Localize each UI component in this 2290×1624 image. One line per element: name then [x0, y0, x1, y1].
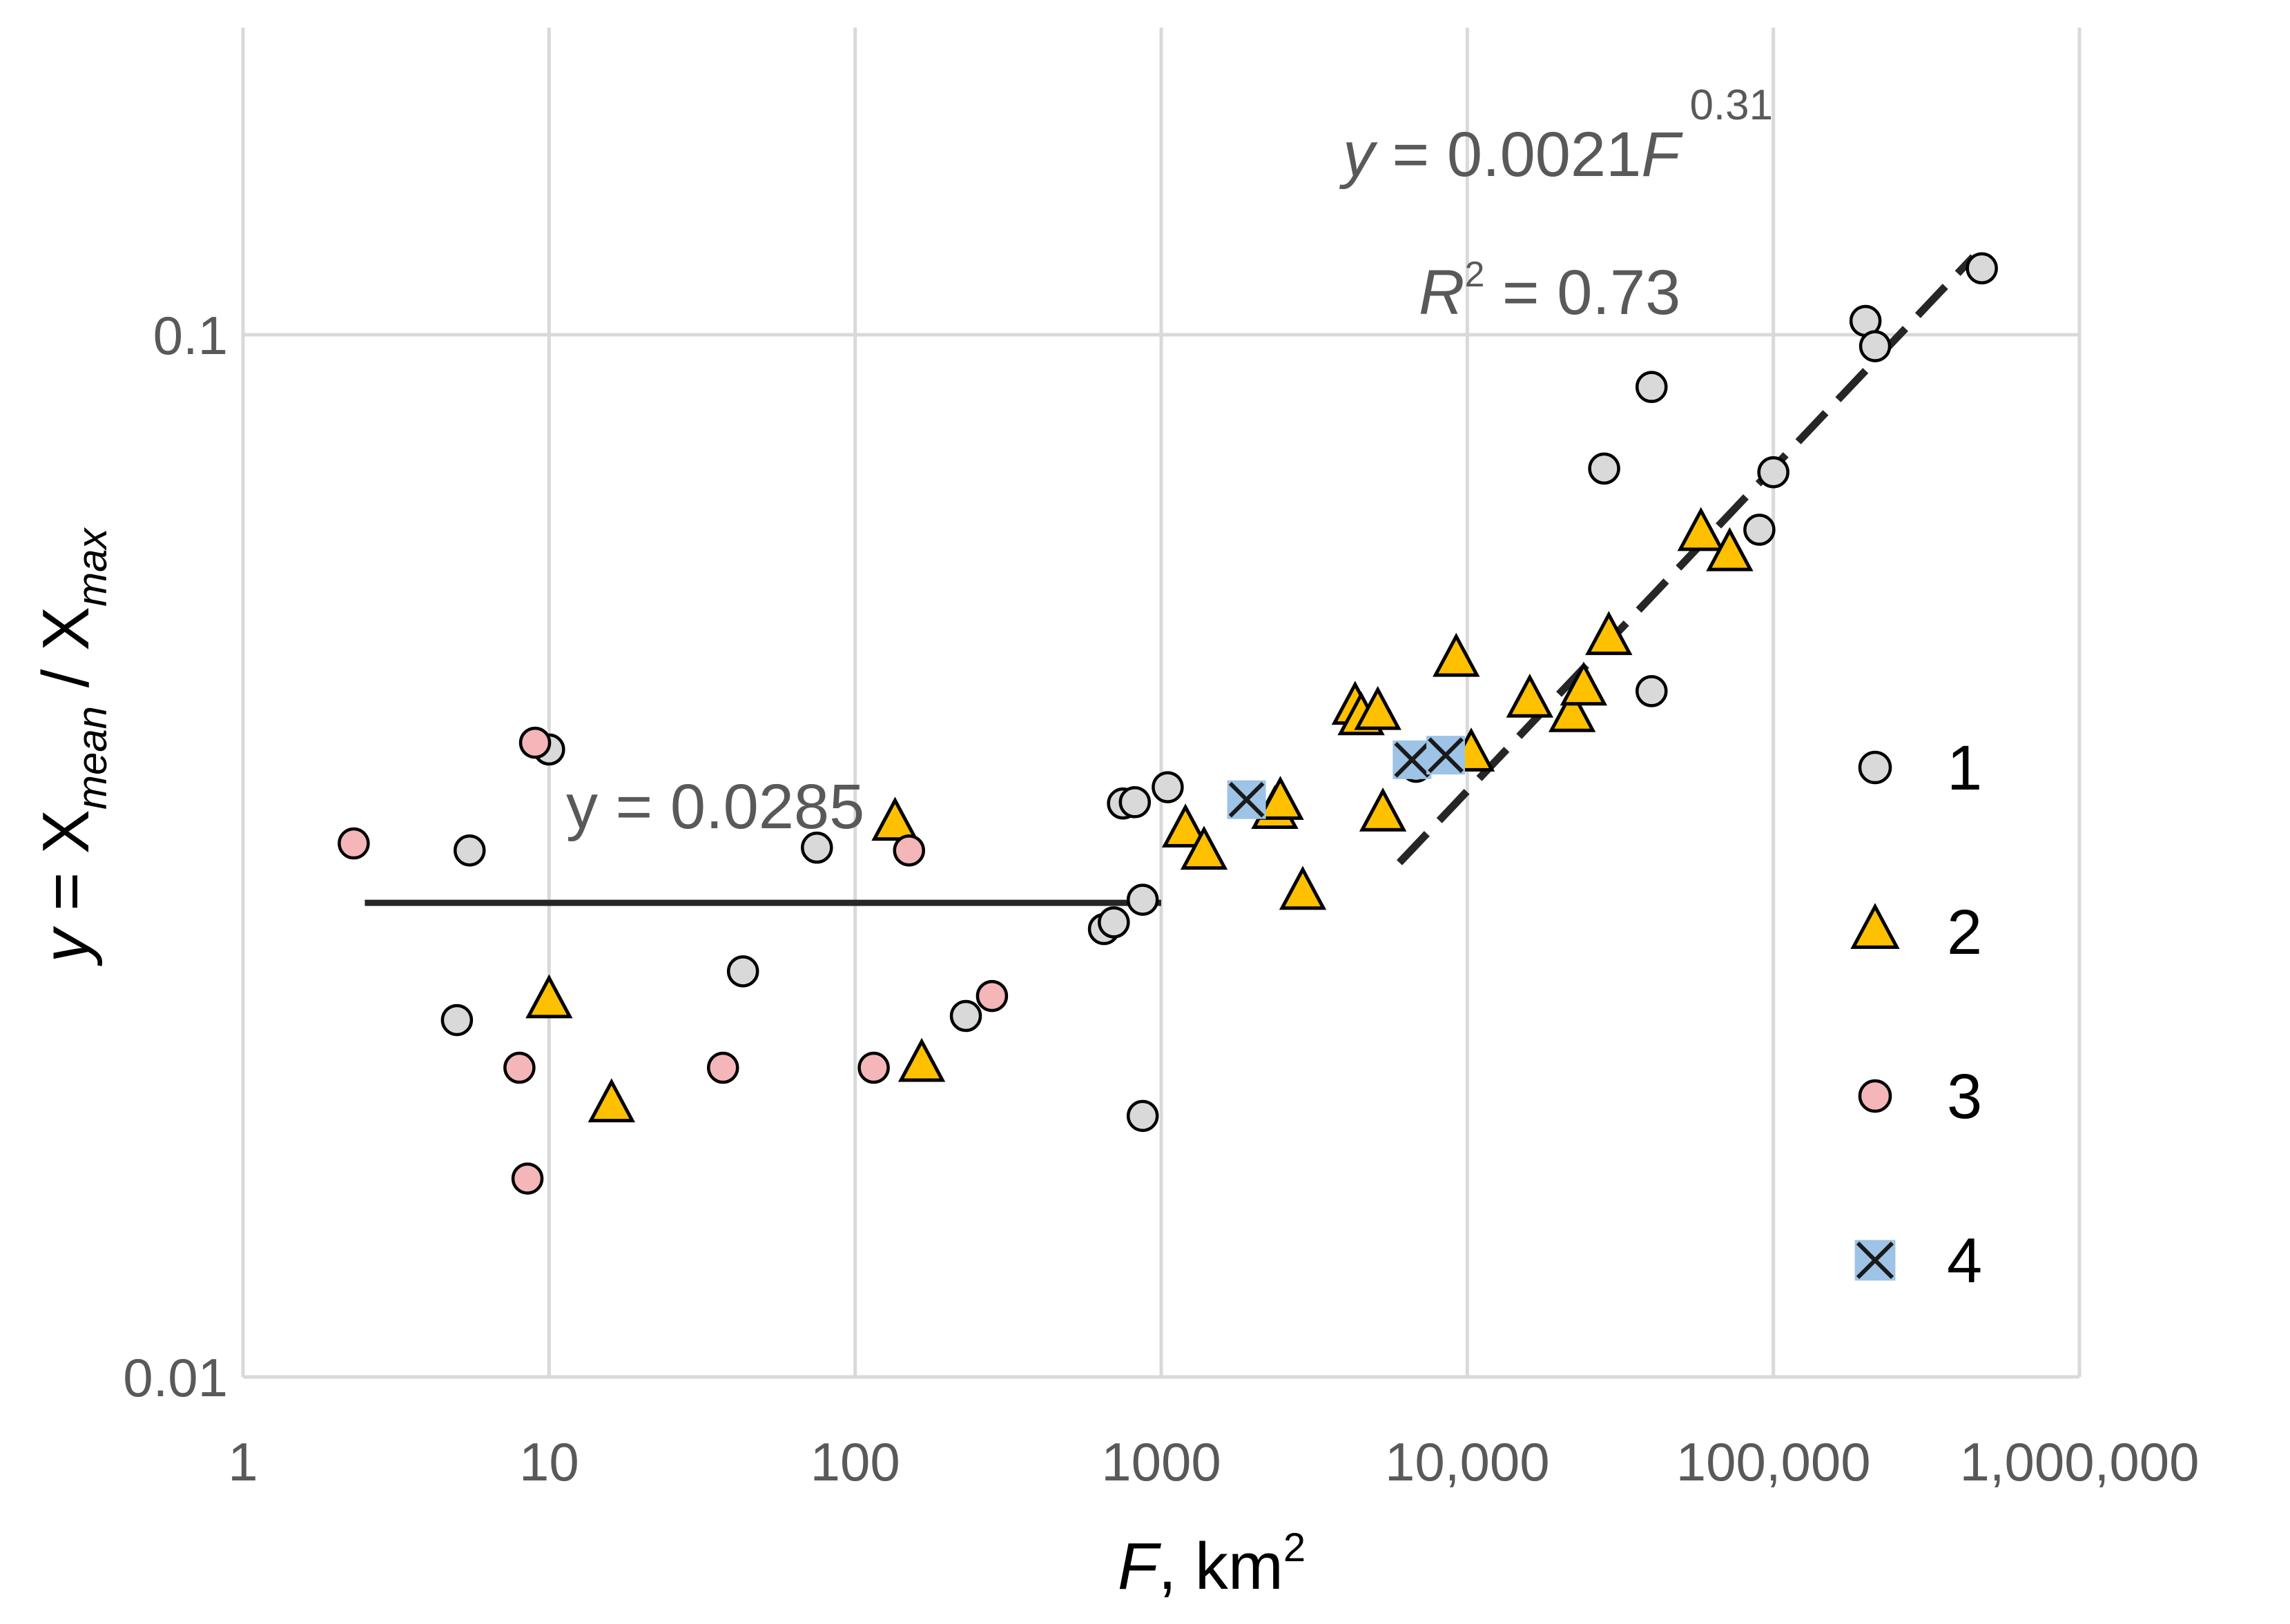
series-1-point — [1966, 252, 1998, 285]
series-4-point — [1426, 736, 1466, 775]
series-2-point — [1548, 687, 1596, 732]
axes — [241, 28, 2079, 1379]
series-1-point — [1126, 883, 1159, 916]
series-1-point — [1152, 771, 1184, 803]
x-tick-label: 1000 — [1101, 1431, 1221, 1492]
series-1-point — [440, 1004, 474, 1037]
y-tick-label: 0.01 — [123, 1347, 228, 1408]
series-1-point — [1743, 513, 1776, 546]
series-4-point — [1393, 740, 1432, 779]
x-tick-label: 10,000 — [1385, 1431, 1550, 1492]
y-tick-label: 0.1 — [153, 305, 228, 366]
x-tick-label: 100,000 — [1676, 1431, 1871, 1492]
legend-marker-1 — [1858, 750, 1892, 785]
series-2-point — [1560, 661, 1608, 706]
x-tick-label: 100 — [811, 1431, 900, 1492]
x-tick-label: 1,000,000 — [1959, 1431, 2199, 1492]
r-squared-label: R2 = 0.73 — [1419, 255, 1680, 328]
series-2-point — [588, 1078, 636, 1123]
series-1-point — [726, 955, 759, 988]
power-fit-exponent: 0.31 — [1689, 81, 1773, 129]
series-3-point — [706, 1051, 739, 1084]
series-4-point — [1227, 780, 1266, 819]
power-fit-coef: = 0.0021 — [1375, 119, 1641, 190]
series-3-point — [857, 1051, 890, 1084]
r-squared-sup: 2 — [1464, 255, 1484, 295]
power-fit-line — [1396, 254, 1977, 865]
series-1-point — [453, 834, 486, 867]
series-2-point — [1256, 776, 1304, 820]
legend-label-3: 3 — [1947, 1062, 1982, 1132]
x-marker-stroke — [1428, 737, 1464, 774]
series-1-point — [1635, 675, 1668, 707]
series-2-point — [1180, 825, 1228, 870]
y-axis-title: y = Xmean / Xmax — [29, 527, 115, 967]
y-axis-title-eq: = X — [29, 810, 103, 929]
trendlines — [365, 254, 1977, 906]
series-3-point — [511, 1162, 544, 1195]
legend-marker-2 — [1850, 903, 1900, 949]
x-axis-title-var: F — [1118, 1529, 1162, 1603]
series-2-point — [1585, 611, 1633, 656]
series-3-point — [518, 726, 552, 759]
series-2-point — [1677, 507, 1725, 551]
legend-label-4: 4 — [1947, 1226, 1982, 1296]
series-2-point — [1161, 803, 1210, 848]
series-2-point — [525, 974, 573, 1019]
series-2-point — [1359, 787, 1407, 832]
tick-labels: 1 10 100 1000 10,000 100,000 1,000,000 0.01 0.1 — [123, 305, 2199, 1492]
series-1-point — [801, 831, 833, 864]
grid-lines — [243, 28, 2082, 1377]
y-axis-title-sub-max: max — [69, 527, 115, 607]
series-2-point — [897, 1037, 946, 1082]
series-3-point — [503, 1051, 536, 1084]
legend-marker-4 — [1854, 1240, 1896, 1281]
legend-label-1: 1 — [1947, 733, 1982, 803]
y-axis-title-var: y — [29, 926, 103, 966]
x-axis-title-sup: 2 — [1283, 1525, 1306, 1570]
x-marker-stroke — [1228, 781, 1265, 818]
x-axis-title-unit: , km — [1158, 1529, 1283, 1603]
series-2-point — [1354, 685, 1401, 730]
r-squared-value: = 0.73 — [1484, 257, 1680, 328]
x-marker-stroke — [1394, 741, 1430, 778]
power-fit-var: F — [1641, 119, 1683, 190]
series-2-point — [1279, 865, 1327, 910]
r-squared-var: R — [1419, 257, 1464, 328]
series-3-point — [893, 834, 925, 867]
series-1-point — [1635, 371, 1668, 403]
series-1-point — [1118, 786, 1152, 819]
constant-fit-equation: y = 0.0285 — [566, 772, 864, 842]
series-1-point — [949, 999, 982, 1033]
x-tick-label: 1 — [228, 1431, 258, 1492]
y-axis-title-slash: / X — [29, 607, 103, 706]
series-2-point — [1506, 673, 1554, 718]
series-1-point — [1098, 906, 1130, 939]
series-1-point — [1757, 456, 1789, 489]
legend-marker-3 — [1858, 1079, 1892, 1113]
y-axis-title-sub-mean: mean — [69, 706, 115, 810]
series-3-point — [976, 979, 1009, 1012]
series-1-point — [1859, 330, 1892, 362]
series-3-point — [338, 827, 370, 860]
x-axis-title: F, km2 — [1118, 1525, 1306, 1603]
series-1-point — [1588, 452, 1620, 485]
power-fit-equation: y = 0.0021F0.31 — [1339, 81, 1773, 190]
power-fit-y: y — [1339, 119, 1378, 190]
series-2-point — [1706, 527, 1754, 571]
legend: 1 2 3 4 — [1850, 733, 1982, 1296]
series-2-point — [1433, 632, 1480, 677]
x-tick-label: 10 — [519, 1431, 579, 1492]
legend-label-2: 2 — [1947, 897, 1982, 968]
series-2-point — [871, 796, 919, 841]
data-points — [338, 252, 1998, 1195]
series-1-point — [1126, 1099, 1159, 1133]
x-marker-stroke — [1856, 1241, 1894, 1280]
